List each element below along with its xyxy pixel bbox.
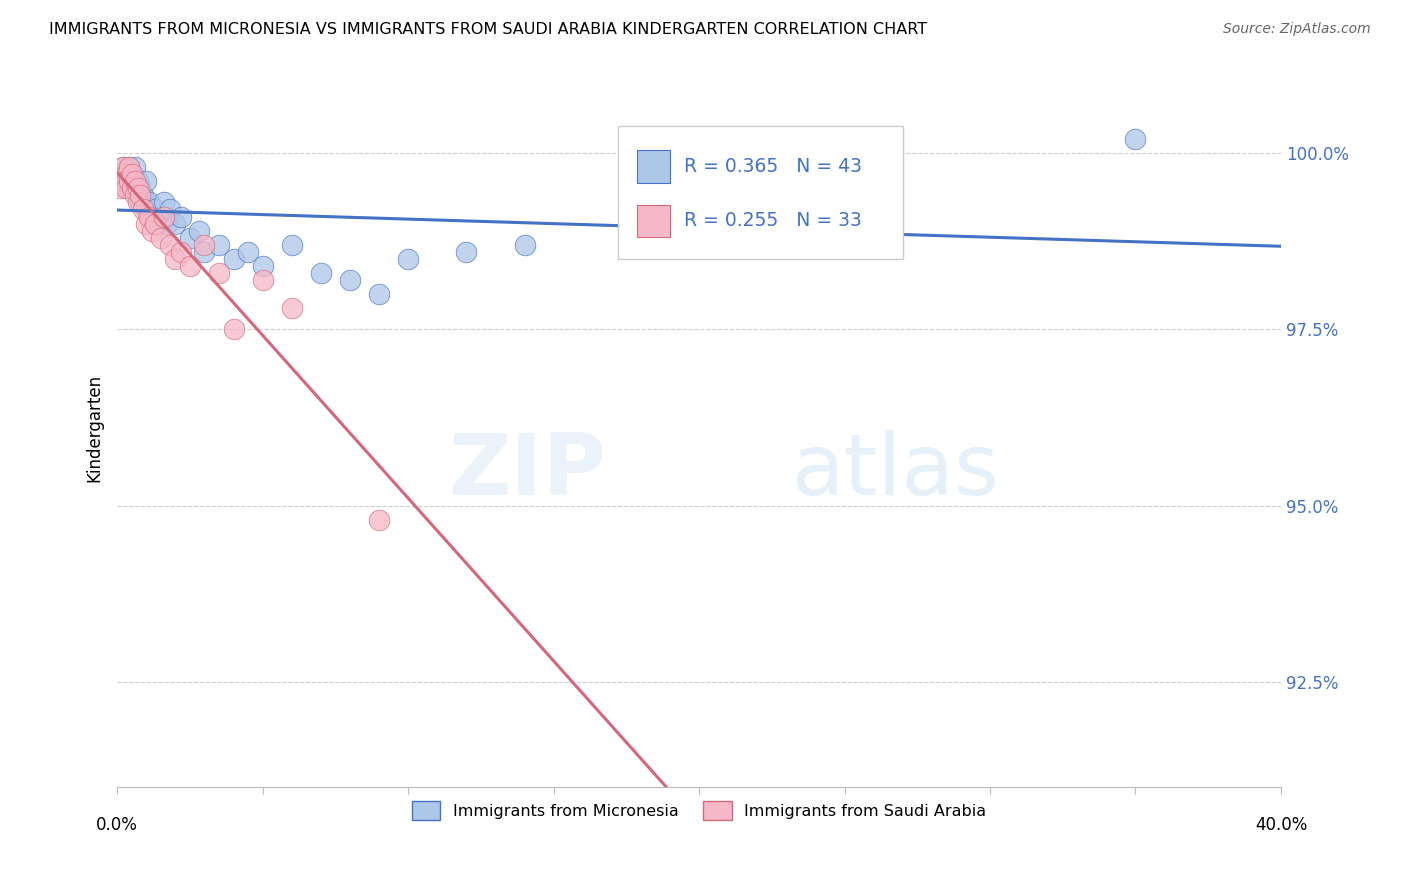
Point [456,244,478,259]
Point [281,301,304,315]
Point [127,188,149,202]
Point [118,160,141,174]
Point [339,273,361,287]
Point [152,195,174,210]
Point [396,252,419,266]
Y-axis label: Kindergarten: Kindergarten [86,374,103,482]
Text: IMMIGRANTS FROM MICRONESIA VS IMMIGRANTS FROM SAUDI ARABIA KINDERGARTEN CORRELAT: IMMIGRANTS FROM MICRONESIA VS IMMIGRANTS… [49,22,928,37]
Point [127,174,149,188]
Point [132,188,155,202]
Point [115,174,138,188]
Point [193,244,215,259]
Point [108,174,131,188]
Point [143,217,166,231]
FancyBboxPatch shape [617,126,903,259]
Point [208,266,231,280]
Point [115,167,138,181]
Point [143,202,166,217]
Point [222,322,245,336]
Point [141,224,163,238]
Point [124,160,146,174]
Point [187,224,209,238]
Point [121,167,143,181]
Text: ZIP: ZIP [449,430,606,513]
Point [124,174,146,188]
Point [118,181,141,195]
Point [124,188,146,202]
Point [513,237,536,252]
Text: R = 0.255   N = 33: R = 0.255 N = 33 [683,211,862,230]
Point [121,181,143,195]
Point [118,174,141,188]
Point [208,237,231,252]
Point [170,210,193,224]
Point [111,174,134,188]
Text: R = 0.365   N = 43: R = 0.365 N = 43 [683,157,862,176]
Point [236,244,259,259]
Point [179,259,201,273]
Bar [637,151,671,183]
Point [281,237,304,252]
Point [115,167,138,181]
Text: atlas: atlas [792,430,1000,513]
Point [111,160,134,174]
Point [193,237,215,252]
Point [368,287,391,301]
Point [127,195,149,210]
Point [138,195,160,210]
Point [152,210,174,224]
Point [165,252,187,266]
Point [1125,132,1147,146]
Point [368,513,391,527]
Point [252,273,274,287]
Point [124,181,146,195]
Point [127,181,149,195]
Point [135,174,157,188]
Point [111,167,134,181]
Point [108,181,131,195]
Point [121,167,143,181]
Point [118,160,141,174]
Point [159,202,181,217]
Point [156,217,179,231]
Point [129,181,152,195]
Text: Source: ZipAtlas.com: Source: ZipAtlas.com [1223,22,1371,37]
Bar [637,204,671,237]
Legend: Immigrants from Micronesia, Immigrants from Saudi Arabia: Immigrants from Micronesia, Immigrants f… [405,795,993,826]
Point [135,202,157,217]
Point [108,167,131,181]
Point [159,237,181,252]
Text: 0.0%: 0.0% [96,815,138,834]
Point [129,188,152,202]
Point [115,174,138,188]
Point [115,181,138,195]
Point [146,217,169,231]
Point [165,217,187,231]
Point [135,217,157,231]
Point [252,259,274,273]
Point [309,266,332,280]
Point [149,230,172,244]
Point [170,244,193,259]
Point [129,195,152,210]
Point [132,202,155,217]
Text: 40.0%: 40.0% [1254,815,1308,834]
Point [149,210,172,224]
Point [121,174,143,188]
Point [138,210,160,224]
Point [179,230,201,244]
Point [222,252,245,266]
Point [111,160,134,174]
Point [141,210,163,224]
